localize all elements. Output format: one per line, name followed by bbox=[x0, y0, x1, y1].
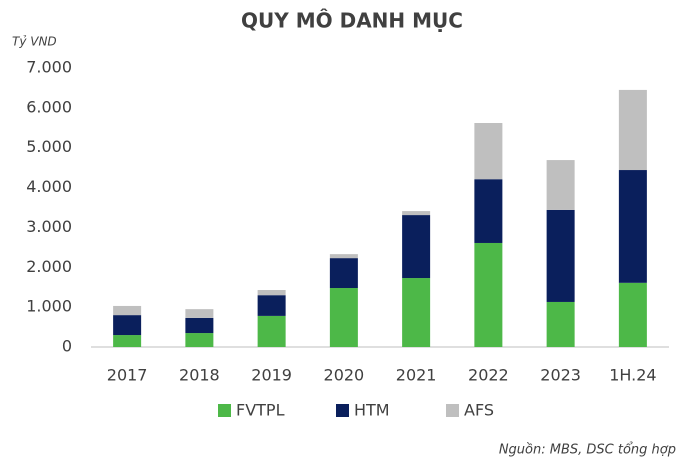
bar-segment bbox=[402, 215, 431, 279]
bar-segment bbox=[185, 309, 214, 318]
source-note: Nguồn: MBS, DSC tổng hợp bbox=[499, 443, 676, 458]
bar-segment bbox=[402, 211, 431, 216]
bar-segment bbox=[618, 282, 647, 347]
bar-segment bbox=[546, 209, 575, 302]
legend-label: HTM bbox=[354, 401, 390, 420]
legend-label: FVTPL bbox=[236, 401, 285, 420]
y-tick-label: 0 bbox=[62, 337, 72, 356]
y-axis-unit: Tỷ VND bbox=[12, 35, 57, 49]
bar-segment bbox=[113, 305, 142, 316]
x-tick-label: 2022 bbox=[468, 366, 509, 385]
bar-segment bbox=[546, 301, 575, 347]
y-tick-label: 6.000 bbox=[26, 97, 72, 116]
x-tick-label: 2023 bbox=[540, 366, 581, 385]
bar-segment bbox=[257, 315, 286, 347]
bar-segment bbox=[329, 288, 358, 347]
bar-segment bbox=[618, 89, 647, 171]
legend-swatch bbox=[336, 404, 349, 417]
bar-segment bbox=[474, 123, 503, 180]
y-tick-label: 1.000 bbox=[26, 297, 72, 316]
y-tick-label: 4.000 bbox=[26, 177, 72, 196]
legend-swatch bbox=[218, 404, 231, 417]
bar-segment bbox=[257, 290, 286, 296]
bar-segment bbox=[474, 242, 503, 347]
x-tick-label: 2018 bbox=[179, 366, 220, 385]
bar-segment bbox=[618, 170, 647, 283]
x-tick-label: 1H.24 bbox=[609, 366, 656, 385]
bar-segment bbox=[113, 335, 142, 347]
bar-segment bbox=[257, 295, 286, 316]
y-tick-label: 3.000 bbox=[26, 217, 72, 236]
y-tick-label: 2.000 bbox=[26, 257, 72, 276]
legend-swatch bbox=[446, 404, 459, 417]
x-tick-label: 2017 bbox=[107, 366, 148, 385]
x-tick-label: 2021 bbox=[396, 366, 437, 385]
chart-title: QUY MÔ DANH MỤC bbox=[241, 9, 463, 33]
bar-segment bbox=[402, 278, 431, 347]
legend-label: AFS bbox=[464, 401, 494, 420]
bar-segment bbox=[546, 160, 575, 210]
x-tick-label: 2020 bbox=[324, 366, 365, 385]
bar-segment bbox=[185, 333, 214, 347]
y-tick-label: 7.000 bbox=[26, 58, 72, 77]
bar-segment bbox=[329, 254, 358, 259]
bar-segment bbox=[185, 317, 214, 334]
bar-segment bbox=[474, 179, 503, 243]
y-tick-label: 5.000 bbox=[26, 137, 72, 156]
bar-segment bbox=[113, 315, 142, 336]
bar-segment bbox=[329, 258, 358, 289]
x-tick-label: 2019 bbox=[251, 366, 292, 385]
